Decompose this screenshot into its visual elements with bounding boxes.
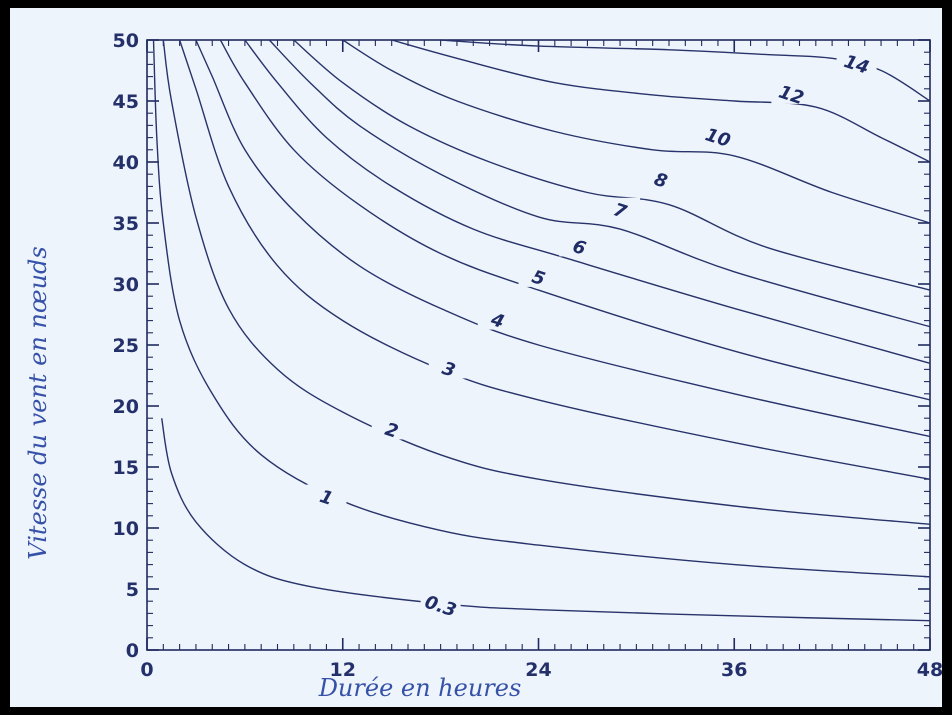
contour-line-14	[440, 39, 931, 102]
contour-line-0-3	[161, 418, 931, 622]
y-tick-label: 15	[113, 457, 139, 479]
contour-line-3	[178, 39, 931, 480]
contour-label-background	[771, 81, 812, 104]
y-tick-label: 30	[113, 274, 139, 296]
contour-label-8: 8	[651, 169, 669, 193]
contour-label-background	[306, 484, 347, 507]
y-tick-label: 35	[113, 213, 139, 235]
y-tick-label: 40	[113, 152, 139, 174]
contour-label-background	[559, 234, 600, 257]
y-tick-label: 5	[126, 579, 139, 601]
contour-line-12	[391, 39, 931, 163]
y-tick-label: 10	[113, 518, 139, 540]
contour-label-background	[477, 307, 518, 330]
contour-label-background	[697, 124, 738, 147]
contour-line-7	[268, 39, 931, 328]
x-tick-label: 0	[140, 659, 153, 681]
y-tick-label: 0	[126, 640, 139, 662]
contour-label-background	[518, 264, 559, 287]
contour-lines	[152, 39, 931, 622]
x-tick-label: 12	[330, 659, 356, 681]
contour-line-5	[219, 39, 931, 401]
contour-label-background	[428, 356, 469, 379]
x-tick-label: 36	[721, 659, 747, 681]
contour-label-2: 2	[382, 419, 400, 443]
contour-line-8	[293, 39, 931, 291]
y-axis-title: Vitesse du vent en nœuds	[24, 246, 52, 559]
contour-label-background	[836, 51, 877, 74]
x-axis-title: Durée en heures	[318, 674, 522, 702]
y-tick-label: 45	[113, 91, 139, 113]
axis-ticks	[146, 39, 931, 651]
y-tick-label: 25	[113, 335, 139, 357]
contour-label-background	[600, 197, 641, 220]
contour-line-6	[244, 39, 931, 364]
chart-frame: 0 12 24 36 48 0 5 10 15 20 25 30 35 40 45 50 0.3 1 2 3 4 5 6 7…	[10, 8, 942, 707]
contour-label-background	[420, 593, 461, 616]
contour-line-2	[162, 39, 931, 525]
contour-label-3: 3	[439, 358, 457, 382]
contour-label-background	[371, 417, 412, 440]
contour-label-1: 1	[317, 486, 335, 510]
contour-label-6: 6	[570, 236, 588, 260]
x-tick-label: 24	[525, 659, 551, 681]
contour-line-4	[195, 39, 931, 438]
contour-label-4: 4	[487, 309, 506, 333]
x-tick-label: 48	[917, 659, 942, 681]
y-tick-label: 50	[113, 30, 139, 52]
contour-label-5: 5	[529, 266, 547, 290]
contour-line-1	[152, 39, 931, 578]
y-tick-label: 20	[113, 396, 139, 418]
contour-line-10	[342, 39, 931, 224]
contour-label-background	[640, 167, 681, 190]
